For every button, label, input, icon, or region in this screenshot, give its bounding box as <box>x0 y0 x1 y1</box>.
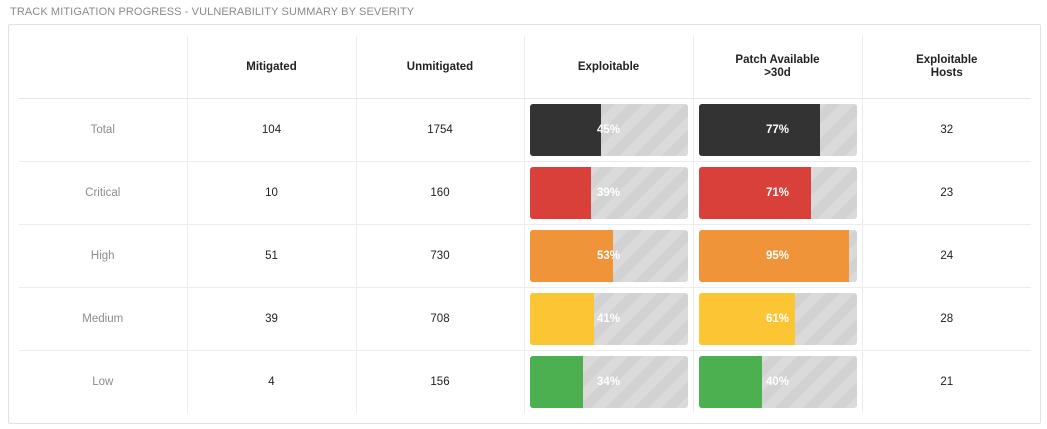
exploitable-hosts-count[interactable]: 28 <box>861 287 1031 351</box>
exploitable-progress-fill <box>529 104 601 156</box>
exploitable-hosts-count[interactable]: 21 <box>861 350 1031 413</box>
exploitable-cell: 39% <box>523 161 693 225</box>
severity-label: High <box>19 224 187 288</box>
header-hosts-line1: Exploitable <box>916 54 978 66</box>
table-row: High 51 730 53% 95% 24 <box>19 224 1031 288</box>
summary-panel: Mitigated Unmitigated Exploitable Patch … <box>8 24 1041 424</box>
severity-summary-table: Mitigated Unmitigated Exploitable Patch … <box>19 36 1031 413</box>
severity-label: Medium <box>19 287 187 351</box>
patch-progress-fill <box>698 167 811 219</box>
exploitable-percent: 34% <box>596 376 621 388</box>
patch-progress-bar[interactable]: 95% <box>698 230 857 282</box>
exploitable-progress-fill <box>529 356 584 408</box>
patch-percent: 61% <box>765 313 790 325</box>
mitigated-count[interactable]: 4 <box>186 350 356 413</box>
exploitable-hosts-count[interactable]: 32 <box>861 98 1031 162</box>
header-patch-line2: >30d <box>764 67 791 79</box>
severity-label: Critical <box>19 161 187 225</box>
mitigated-count[interactable]: 39 <box>186 287 356 351</box>
patch-progress-bar[interactable]: 40% <box>698 356 857 408</box>
table-row: Total 104 1754 45% 77% 32 <box>19 98 1031 162</box>
header-exploitable-hosts[interactable]: Exploitable Hosts <box>861 36 1031 99</box>
unmitigated-count[interactable]: 708 <box>355 287 524 351</box>
patch-cell: 40% <box>692 350 862 413</box>
severity-label: Total <box>19 98 187 162</box>
patch-progress-fill <box>698 293 795 345</box>
exploitable-progress-fill <box>529 293 595 345</box>
header-severity <box>19 36 187 99</box>
table-row: Medium 39 708 41% 61% 28 <box>19 287 1031 351</box>
header-mitigated[interactable]: Mitigated <box>186 36 356 99</box>
exploitable-progress-fill <box>529 167 592 219</box>
exploitable-percent: 39% <box>596 187 621 199</box>
patch-percent: 77% <box>765 124 790 136</box>
unmitigated-count[interactable]: 160 <box>355 161 524 225</box>
exploitable-cell: 41% <box>523 287 693 351</box>
severity-label: Low <box>92 376 114 388</box>
patch-cell: 95% <box>692 224 862 288</box>
mitigated-count[interactable]: 10 <box>186 161 356 225</box>
patch-percent: 71% <box>765 187 790 199</box>
patch-progress-bar[interactable]: 71% <box>698 167 857 219</box>
widget-title: TRACK MITIGATION PROGRESS - VULNERABILIT… <box>10 6 415 18</box>
header-patch-available[interactable]: Patch Available >30d <box>692 36 862 99</box>
header-hosts-line2: Hosts <box>930 67 963 79</box>
exploitable-percent: 53% <box>596 250 621 262</box>
exploitable-progress-bar[interactable]: 39% <box>529 167 688 219</box>
unmitigated-count[interactable]: 1754 <box>355 98 524 162</box>
table-header-row: Mitigated Unmitigated Exploitable Patch … <box>19 36 1031 99</box>
patch-cell: 77% <box>692 98 862 162</box>
header-unmitigated[interactable]: Unmitigated <box>355 36 524 99</box>
patch-progress-fill <box>698 356 762 408</box>
exploitable-progress-bar[interactable]: 53% <box>529 230 688 282</box>
patch-percent: 95% <box>765 250 790 262</box>
exploitable-percent: 41% <box>596 313 621 325</box>
exploitable-hosts-count[interactable]: 23 <box>861 161 1031 225</box>
mitigated-count[interactable]: 51 <box>186 224 356 288</box>
exploitable-progress-bar[interactable]: 45% <box>529 104 688 156</box>
patch-progress-fill <box>698 104 821 156</box>
patch-progress-fill <box>698 230 849 282</box>
table-row: Critical 10 160 39% 71% 23 <box>19 161 1031 225</box>
exploitable-percent: 45% <box>596 124 621 136</box>
header-exploitable[interactable]: Exploitable <box>523 36 693 99</box>
patch-progress-bar[interactable]: 77% <box>698 104 857 156</box>
exploitable-cell: 53% <box>523 224 693 288</box>
header-patch-line1: Patch Available <box>735 54 820 66</box>
exploitable-progress-fill <box>529 230 614 282</box>
table-row: Low 4 156 34% 40% 21 <box>19 350 1031 413</box>
exploitable-cell: 34% <box>523 350 693 413</box>
mitigated-count[interactable]: 104 <box>186 98 356 162</box>
unmitigated-count[interactable]: 156 <box>355 350 524 413</box>
patch-cell: 61% <box>692 287 862 351</box>
exploitable-cell: 45% <box>523 98 693 162</box>
patch-percent: 40% <box>765 376 790 388</box>
exploitable-progress-bar[interactable]: 41% <box>529 293 688 345</box>
patch-progress-bar[interactable]: 61% <box>698 293 857 345</box>
patch-cell: 71% <box>692 161 862 225</box>
exploitable-progress-bar[interactable]: 34% <box>529 356 688 408</box>
unmitigated-count[interactable]: 730 <box>355 224 524 288</box>
exploitable-hosts-count[interactable]: 24 <box>861 224 1031 288</box>
